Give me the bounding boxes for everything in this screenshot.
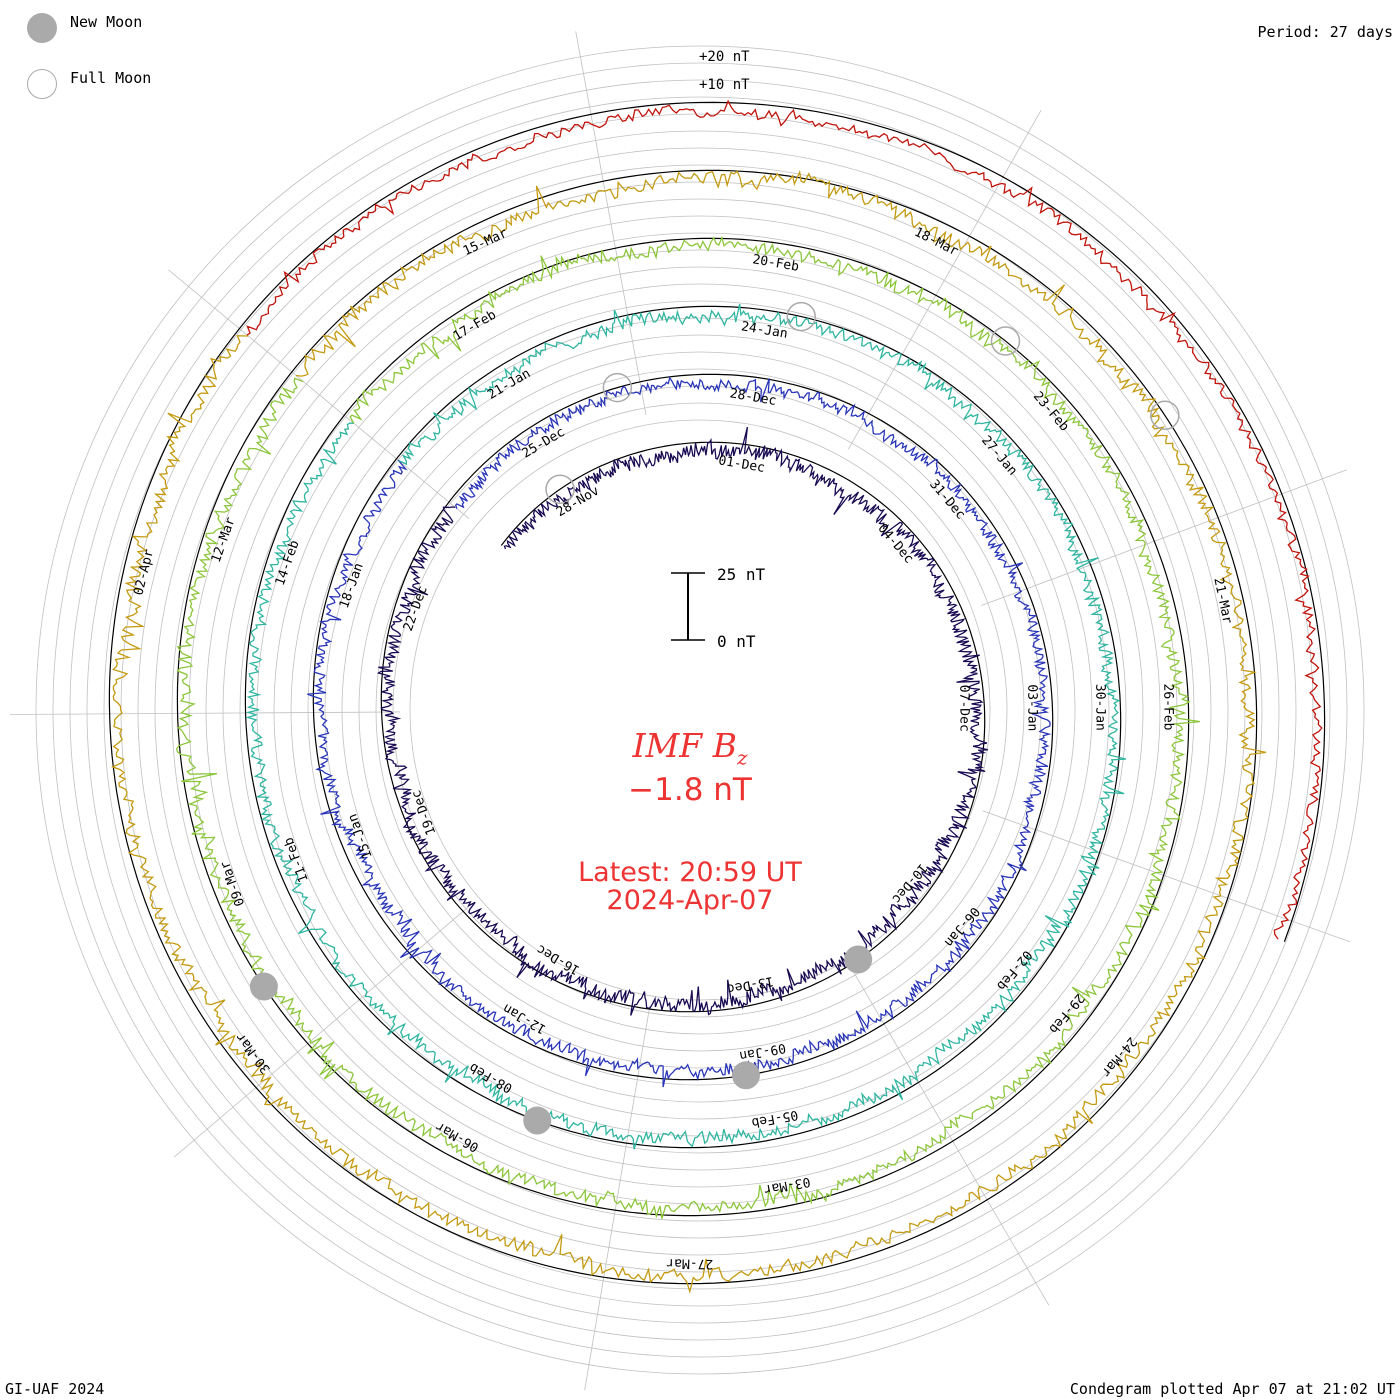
grid-spoke [851,968,1050,1306]
date-label: 19-Dec [409,788,439,837]
series-trace-3 [245,303,1127,1150]
new-moon-marker [249,972,278,1001]
series-trace-4 [175,235,1200,1219]
date-label: 12-Mar [209,515,239,564]
series-trace-1 [376,426,988,1016]
new-moon-marker [844,945,873,974]
period-label: Period: 27 days [1257,23,1393,41]
grid-circle [35,45,1365,1375]
series-trace-6 [246,99,1323,940]
date-label: 15-Mar [461,226,510,259]
grid-spoke [847,110,1042,450]
grid-circle [205,215,1195,1205]
grid-spoke [174,904,472,1158]
grid-circle [307,317,1093,1103]
chart-title-subscript: z [736,745,748,770]
grid-circle [375,385,1025,1035]
series-trace-2 [307,376,1052,1088]
date-label: 27-Mar [666,1255,713,1271]
radial-label-10: +10 nT [699,77,750,93]
date-label: 22-Dec [401,584,431,633]
date-label: 26-Feb [1160,683,1175,730]
grid-circle [273,283,1127,1137]
new-moon-marker [523,1106,552,1135]
full-moon-marker [602,372,633,403]
chart-title-main: IMF B [632,726,737,765]
reference-spiral-line [108,101,1326,1285]
date-label: 13-Dec [726,973,775,996]
date-label: 23-Feb [1030,389,1072,435]
date-label: 30-Jan [1092,684,1107,731]
full-moon-marker [1150,400,1180,431]
grid-circle [52,62,1348,1358]
grid-circle [392,402,1008,1018]
date-label: 31-Dec [926,477,968,522]
footer-plotted: Condegram plotted Apr 07 at 21:02 UT [1069,1380,1395,1398]
date-label: 21-Mar [1210,576,1234,625]
scale-bar: 25 nT 0 nT [671,565,766,651]
full-moon-legend-label: Full Moon [70,69,152,87]
radial-label-20: +20 nT [699,49,750,65]
grid-circle [256,266,1144,1154]
grid-circle [69,79,1331,1341]
moon-layer [249,301,1180,1135]
new-moon-legend-label: New Moon [70,13,143,31]
full-moon-marker [990,326,1021,356]
new-moon-icon [27,13,57,43]
date-label: 27-Jan [978,433,1020,478]
series-trace-5 [110,169,1267,1294]
latest-date: 2024-Apr-07 [606,885,774,916]
grid-circle [358,368,1042,1052]
grid-circle [137,147,1263,1273]
date-label: 28-Dec [729,386,778,409]
grid-circle [409,419,991,1001]
scale-top-label: 25 nT [717,565,766,584]
grid-circle [341,351,1059,1069]
latest-time: Latest: 20:59 UT [578,857,802,888]
new-moon-marker [731,1061,760,1090]
current-value: −1.8 nT [628,772,752,808]
grid-circle [154,164,1246,1256]
date-label: 02-Apr [131,548,157,597]
series-layer [110,99,1323,1294]
full-moon-marker [545,474,575,504]
scale-bottom-label: 0 nT [717,632,756,651]
date-label: 02-Feb [993,947,1035,993]
date-label: 04-Dec [874,521,916,566]
grid-circle [239,249,1161,1171]
date-label: 30-Mar [233,1030,274,1077]
full-moon-marker [786,301,816,332]
grid-circle [188,198,1212,1222]
grid-circle [324,334,1076,1086]
date-label: 11-Feb [281,835,311,884]
date-label: 09-Mar [218,859,248,908]
footer-credit: GI-UAF 2024 [5,1380,105,1398]
grid-spoke [168,269,470,519]
grid-spoke [981,469,1347,606]
date-label: 03-Jan [1024,684,1039,731]
full-moon-icon [27,69,57,99]
chart-title: IMF Bz [530,726,850,770]
date-label: 14-Feb [273,538,303,587]
reference-spiral [108,101,1326,1285]
grid-spoke [584,1005,651,1391]
grid-circle [290,300,1110,1120]
grid-circle [171,181,1229,1239]
grid-circle [103,113,1297,1307]
date-label: 07-Dec [956,685,971,732]
grid-spoke [575,31,647,415]
grid-spoke [10,711,401,715]
